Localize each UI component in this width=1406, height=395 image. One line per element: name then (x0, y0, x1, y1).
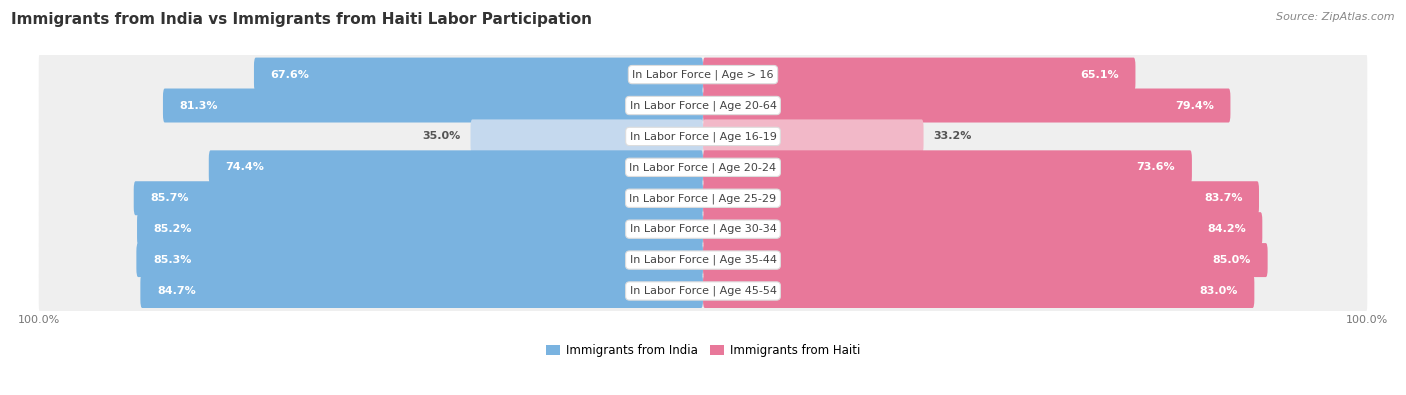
Text: In Labor Force | Age 20-64: In Labor Force | Age 20-64 (630, 100, 776, 111)
FancyBboxPatch shape (141, 274, 703, 308)
FancyBboxPatch shape (703, 243, 1268, 277)
Text: 84.7%: 84.7% (157, 286, 195, 296)
FancyBboxPatch shape (703, 150, 1192, 184)
Text: 83.7%: 83.7% (1204, 193, 1243, 203)
FancyBboxPatch shape (703, 181, 1258, 215)
FancyBboxPatch shape (703, 88, 1230, 122)
Text: 81.3%: 81.3% (180, 100, 218, 111)
Text: 79.4%: 79.4% (1175, 100, 1213, 111)
FancyBboxPatch shape (39, 205, 1367, 253)
Text: In Labor Force | Age 25-29: In Labor Force | Age 25-29 (630, 193, 776, 203)
FancyBboxPatch shape (703, 274, 1254, 308)
FancyBboxPatch shape (703, 212, 1263, 246)
Text: Immigrants from India vs Immigrants from Haiti Labor Participation: Immigrants from India vs Immigrants from… (11, 12, 592, 27)
FancyBboxPatch shape (39, 81, 1367, 130)
FancyBboxPatch shape (471, 119, 703, 153)
FancyBboxPatch shape (254, 58, 703, 92)
Text: 73.6%: 73.6% (1136, 162, 1175, 172)
FancyBboxPatch shape (39, 112, 1367, 160)
Text: In Labor Force | Age 30-34: In Labor Force | Age 30-34 (630, 224, 776, 234)
FancyBboxPatch shape (39, 267, 1367, 315)
Text: 84.2%: 84.2% (1206, 224, 1246, 234)
Text: 85.2%: 85.2% (153, 224, 193, 234)
FancyBboxPatch shape (703, 58, 1136, 92)
Text: 67.6%: 67.6% (270, 70, 309, 80)
FancyBboxPatch shape (208, 150, 703, 184)
Text: 85.3%: 85.3% (153, 255, 191, 265)
Text: In Labor Force | Age > 16: In Labor Force | Age > 16 (633, 70, 773, 80)
Text: In Labor Force | Age 35-44: In Labor Force | Age 35-44 (630, 255, 776, 265)
Text: 33.2%: 33.2% (934, 132, 972, 141)
Legend: Immigrants from India, Immigrants from Haiti: Immigrants from India, Immigrants from H… (541, 339, 865, 362)
Text: Source: ZipAtlas.com: Source: ZipAtlas.com (1277, 12, 1395, 22)
FancyBboxPatch shape (39, 174, 1367, 222)
Text: 74.4%: 74.4% (225, 162, 264, 172)
Text: In Labor Force | Age 20-24: In Labor Force | Age 20-24 (630, 162, 776, 173)
Text: 85.7%: 85.7% (150, 193, 188, 203)
FancyBboxPatch shape (136, 212, 703, 246)
Text: 35.0%: 35.0% (422, 132, 461, 141)
Text: In Labor Force | Age 45-54: In Labor Force | Age 45-54 (630, 286, 776, 296)
Text: 85.0%: 85.0% (1212, 255, 1251, 265)
FancyBboxPatch shape (39, 236, 1367, 284)
FancyBboxPatch shape (39, 143, 1367, 192)
Text: 83.0%: 83.0% (1199, 286, 1237, 296)
FancyBboxPatch shape (163, 88, 703, 122)
FancyBboxPatch shape (136, 243, 703, 277)
FancyBboxPatch shape (703, 119, 924, 153)
Text: In Labor Force | Age 16-19: In Labor Force | Age 16-19 (630, 131, 776, 142)
FancyBboxPatch shape (39, 51, 1367, 99)
Text: 65.1%: 65.1% (1080, 70, 1119, 80)
FancyBboxPatch shape (134, 181, 703, 215)
